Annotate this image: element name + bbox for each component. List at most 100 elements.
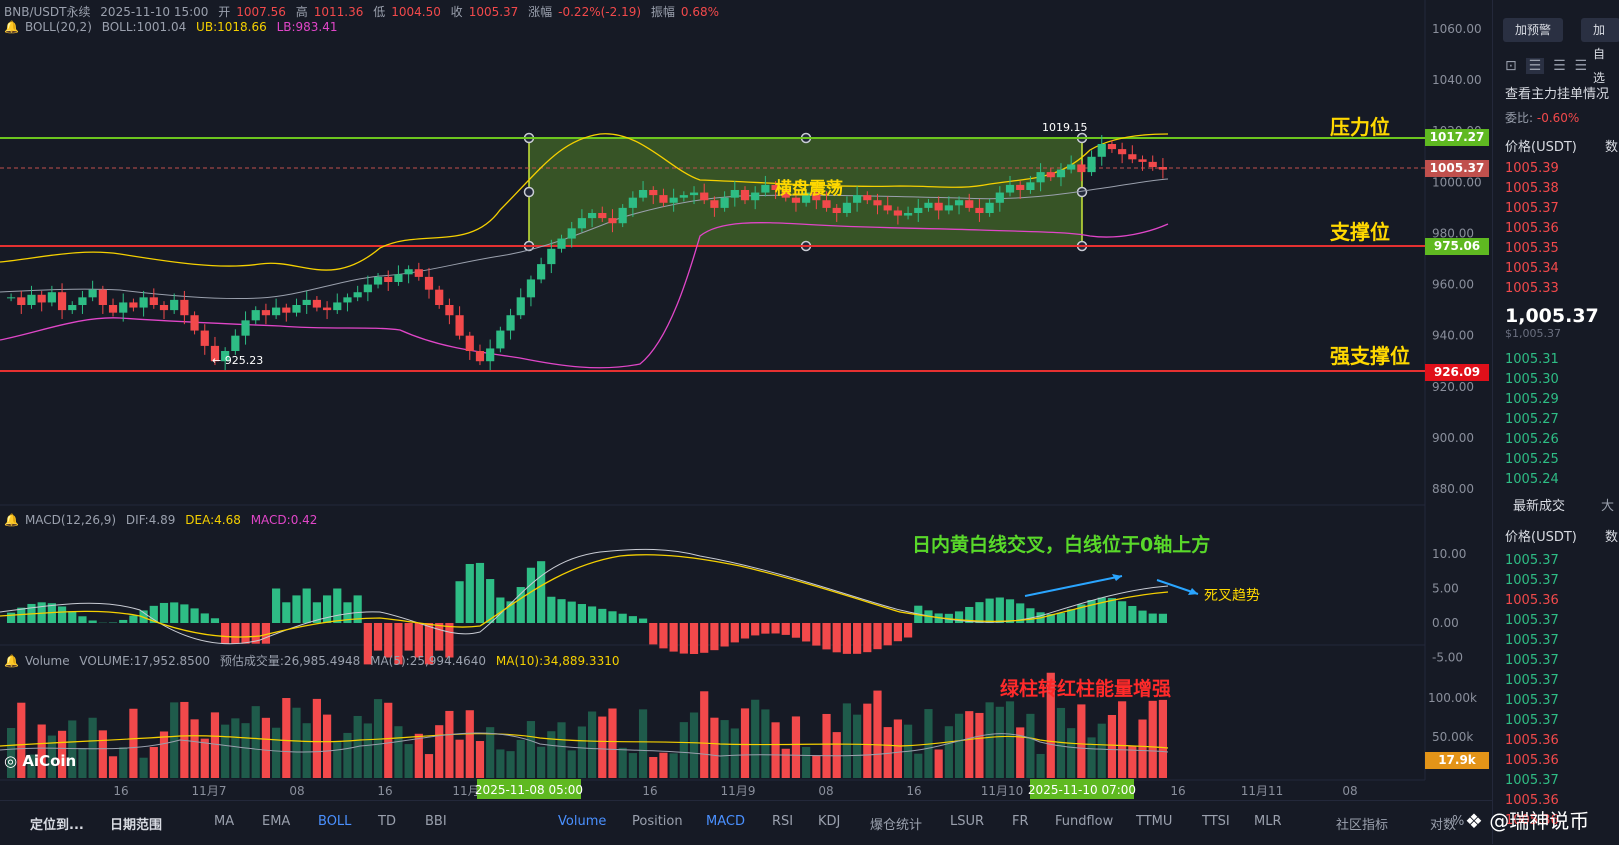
volume-bar [262, 718, 270, 778]
watermark-text: @瑞神说币 [1489, 809, 1589, 833]
close-value: 1005.37 [469, 5, 519, 19]
trade-row: 1005.37 [1505, 613, 1559, 628]
orderbook-both-icon[interactable]: ☰ [1526, 58, 1545, 74]
amp-label: 振幅 [651, 5, 675, 19]
indicator-[interactable]: 爆仓统计 [870, 814, 922, 833]
macd-label[interactable]: MACD(12,26,9) [25, 513, 116, 527]
change-value: -0.22%(-2.19) [558, 5, 641, 19]
macd-bar [833, 623, 841, 652]
time-axis-tick: 16 [377, 784, 392, 798]
indicator-position[interactable]: Position [632, 814, 683, 829]
trade-row: 1005.37 [1505, 633, 1559, 648]
candle [323, 308, 331, 311]
indicator-macd[interactable]: MACD [706, 814, 745, 829]
ratio-value: -0.60% [1537, 111, 1579, 125]
volume-bar [190, 719, 198, 778]
indicator-kdj[interactable]: KDJ [818, 814, 840, 829]
candle [557, 239, 565, 249]
trade-row: 1005.37 [1505, 653, 1559, 668]
trades-tab[interactable]: 最新成交 [1513, 495, 1565, 514]
ask-row[interactable]: 1005.36 [1505, 221, 1559, 236]
orderbook-title[interactable]: 查看主力挂单情况 [1505, 83, 1609, 102]
open-value: 1007.56 [236, 5, 286, 19]
trade-row: 1005.37 [1505, 773, 1559, 788]
ask-row[interactable]: 1005.39 [1505, 161, 1559, 176]
candlestick-chart[interactable]: 1060.001040.001020.001000.00980.00960.00… [0, 0, 1492, 800]
volume-label[interactable]: Volume [25, 654, 70, 668]
add-watchlist-button[interactable]: 加自选 [1581, 18, 1619, 42]
indicator-mlr[interactable]: MLR [1254, 814, 1282, 829]
macd-bar [1087, 600, 1095, 623]
ask-row[interactable]: 1005.35 [1505, 241, 1559, 256]
candle [935, 203, 943, 211]
bid-row[interactable]: 1005.27 [1505, 412, 1559, 427]
indicator-fundflow[interactable]: Fundflow [1055, 814, 1113, 829]
candle [272, 308, 280, 316]
indicator-bbi[interactable]: BBI [425, 814, 447, 829]
bell-icon[interactable]: 🔔 [4, 654, 19, 668]
macd-bar [211, 618, 219, 623]
macd-bar [1026, 608, 1034, 623]
volume-bar [425, 754, 433, 778]
indicator-fr[interactable]: FR [1012, 814, 1029, 829]
bid-row[interactable]: 1005.25 [1505, 452, 1559, 467]
macd-bar [598, 609, 606, 623]
volume-bar [741, 708, 749, 778]
trade-row: 1005.37 [1505, 553, 1559, 568]
trade-row: 1005.37 [1505, 673, 1559, 688]
ask-row[interactable]: 1005.38 [1505, 181, 1559, 196]
indicator-lsur[interactable]: LSUR [950, 814, 984, 829]
low-marker: ← 925.23 [212, 354, 263, 367]
indicator-ttsi[interactable]: TTSI [1202, 814, 1230, 829]
price-axis-tick: 900.00 [1432, 431, 1474, 445]
bid-row[interactable]: 1005.24 [1505, 472, 1559, 487]
ask-row[interactable]: 1005.37 [1505, 201, 1559, 216]
order-ratio: 委比: -0.60% [1505, 109, 1579, 126]
add-alert-button[interactable]: 加预警 [1503, 18, 1563, 42]
time-axis-tick: 11月10 [981, 784, 1024, 798]
indicator-[interactable]: % [1452, 814, 1464, 829]
macd-bar [680, 623, 688, 654]
ask-row[interactable]: 1005.33 [1505, 281, 1559, 296]
macd-bar [170, 602, 178, 623]
large-trades-tab[interactable]: 大 [1601, 495, 1614, 514]
volume-bar [721, 720, 729, 778]
bell-icon[interactable]: 🔔 [4, 20, 19, 34]
indicator-ma[interactable]: MA [214, 814, 234, 829]
ask-row[interactable]: 1005.34 [1505, 261, 1559, 276]
bid-row[interactable]: 1005.29 [1505, 392, 1559, 407]
macd-annotation: 日内黄白线交叉，白线位于0轴上方 [912, 530, 1210, 557]
volume-bar [119, 747, 127, 778]
indicator-[interactable]: 社区指标 [1336, 814, 1388, 833]
indicator-[interactable]: 定位到... [30, 814, 84, 833]
indicator-ttmu[interactable]: TTMU [1136, 814, 1172, 829]
indicator-boll[interactable]: BOLL [318, 814, 351, 829]
volume-bar [1087, 737, 1095, 778]
volume-bar [1098, 724, 1106, 778]
indicator-td[interactable]: TD [378, 814, 396, 829]
orderbook-mode-icons[interactable]: ⊡ ☰ ☰ ☰ [1505, 58, 1587, 74]
symbol-label[interactable]: BNB/USDT永续 [4, 5, 90, 19]
indicator-volume[interactable]: Volume [558, 814, 606, 829]
chart-area[interactable]: 1060.001040.001020.001000.00980.00960.00… [0, 0, 1492, 800]
macd-bar [7, 613, 15, 623]
indicator-[interactable]: 日期范围 [110, 814, 162, 833]
bid-row[interactable]: 1005.30 [1505, 372, 1559, 387]
candle [486, 348, 494, 361]
candle [415, 269, 423, 277]
range-annotation: 横盘震荡 [775, 174, 843, 199]
candle [129, 302, 137, 307]
candle [588, 213, 596, 218]
bid-row[interactable]: 1005.26 [1505, 432, 1559, 447]
volume-bar [150, 747, 158, 778]
right-panel: 加预警 加自选 ⊡ ☰ ☰ ☰ 查看主力挂单情况 委比: -0.60% 价格(U… [1492, 0, 1619, 844]
boll-label[interactable]: BOLL(20,2) [25, 20, 92, 34]
bell-icon[interactable]: 🔔 [4, 513, 19, 527]
indicator-ema[interactable]: EMA [262, 814, 290, 829]
bid-row[interactable]: 1005.31 [1505, 352, 1559, 367]
time-axis-tick: 16 [642, 784, 657, 798]
indicator-rsi[interactable]: RSI [772, 814, 793, 829]
volume-bar [812, 755, 820, 778]
macd-bar [486, 579, 494, 623]
close-label: 收 [451, 5, 463, 19]
